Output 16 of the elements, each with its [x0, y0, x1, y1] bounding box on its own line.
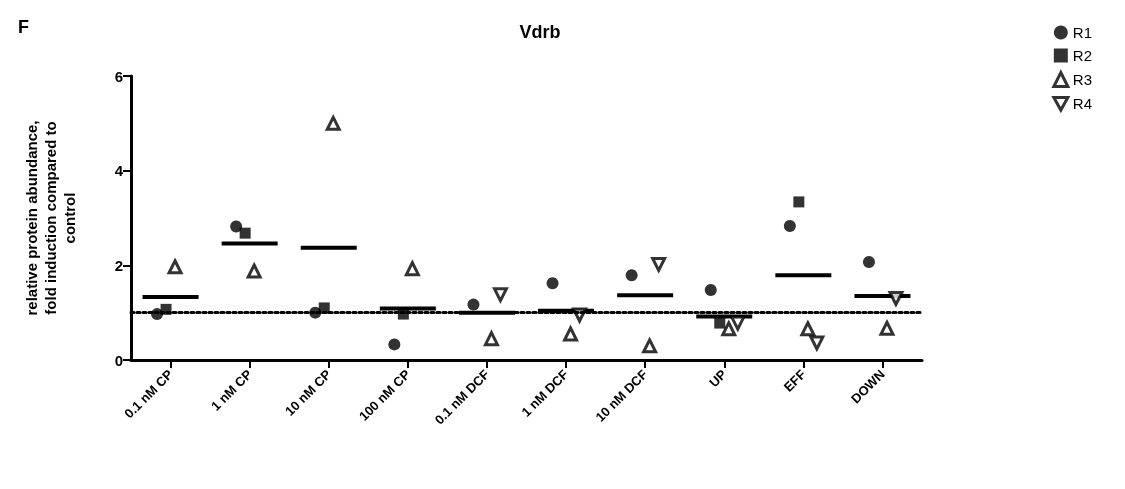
x-tick-label: 1 nM CP: [208, 366, 256, 414]
legend-label: R4: [1072, 95, 1093, 113]
legend-label: R2: [1072, 47, 1093, 64]
legend-label: R3: [1072, 71, 1093, 88]
x-tick-label: 10 nM CP: [282, 366, 335, 419]
y-tick-label: 0: [114, 351, 123, 369]
y-tick-label: 4: [114, 162, 124, 180]
legend-label: R1: [1072, 24, 1093, 41]
x-tick-label: 0.1 nM CP: [121, 366, 177, 422]
text: F: [18, 17, 29, 37]
x-tick-label: 100 nM CP: [356, 366, 414, 424]
chart-title: Vdrb: [519, 22, 561, 42]
y-tick-label: 2: [114, 256, 123, 274]
y-tick-label: 6: [114, 67, 123, 85]
y-axis-title: relative protein abundance, fold induction compared to control: [23, 120, 78, 316]
x-tick-label: UP: [706, 366, 730, 391]
